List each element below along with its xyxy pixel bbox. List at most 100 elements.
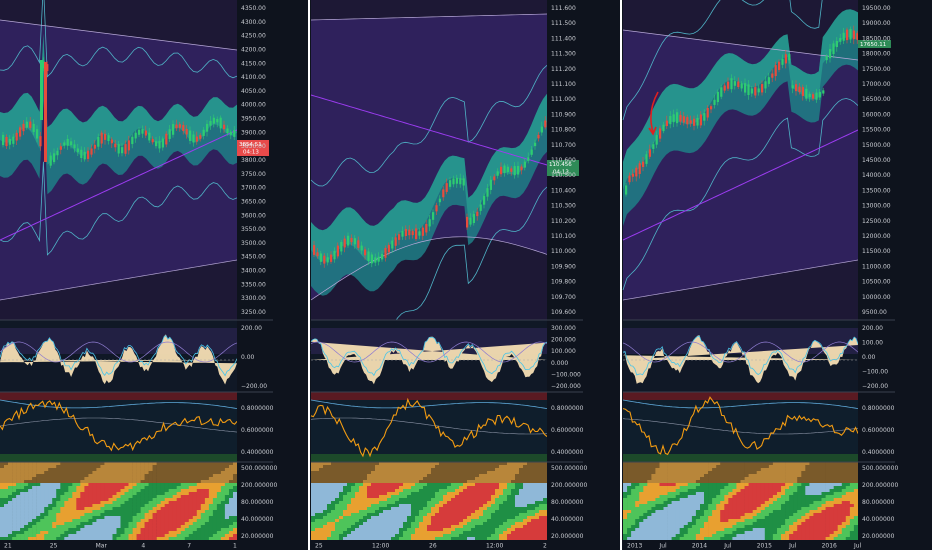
- heatmap-cell: [687, 486, 693, 490]
- heatmap-cell: [724, 522, 729, 526]
- heatmap-cell: [335, 501, 340, 505]
- heatmap-cell: [208, 492, 214, 496]
- outer-envelope-top: [310, 13, 548, 21]
- heatmap-cell: [44, 528, 49, 532]
- price-axis[interactable]: [237, 0, 273, 540]
- heatmap-cell: [439, 513, 444, 517]
- candle: [340, 241, 343, 252]
- heatmap-cell: [663, 513, 668, 517]
- heatmap-cell: [192, 531, 198, 535]
- heatmap-cell: [68, 480, 73, 484]
- chart-panel-3[interactable]: [622, 0, 895, 550]
- heatmap-cell: [760, 489, 766, 493]
- heatmap-cell: [720, 489, 725, 493]
- heatmap-cell: [809, 513, 814, 517]
- heatmap-cell: [419, 525, 424, 529]
- heatmap-cell: [403, 522, 408, 526]
- heatmap-cell: [28, 507, 33, 511]
- heatmap-cell: [655, 465, 660, 469]
- arrow-annotation[interactable]: [650, 91, 659, 133]
- heatmap-cell: [483, 531, 488, 535]
- heatmap-cell: [36, 504, 41, 508]
- heatmap-cell: [367, 537, 372, 541]
- heatmap-cell: [144, 531, 149, 535]
- heatmap-cell: [164, 495, 169, 499]
- candle: [350, 237, 353, 243]
- heatmap-cell: [515, 462, 520, 466]
- time-axis[interactable]: [0, 540, 273, 550]
- heatmap-cell: [168, 480, 173, 484]
- heatmap-cell: [108, 465, 113, 469]
- heatmap-cell: [635, 492, 640, 496]
- heatmap-cell: [487, 471, 492, 475]
- heatmap-cell: [724, 516, 729, 520]
- heatmap-cell: [379, 534, 384, 538]
- heatmap-cell: [845, 519, 851, 523]
- heatmap-cell: [375, 498, 380, 502]
- heatmap-cell: [343, 480, 348, 484]
- heatmap-cell: [60, 495, 65, 499]
- heatmap-cell: [311, 480, 316, 484]
- heatmap-cell: [543, 519, 548, 523]
- trend-cloud-upper: [623, 9, 858, 190]
- heatmap-cell: [112, 528, 117, 532]
- heatmap-cell: [809, 489, 814, 493]
- heatmap-cell: [184, 471, 190, 475]
- heatmap-cell: [204, 504, 210, 508]
- heatmap-cell: [84, 480, 89, 484]
- heatmap-cell: [8, 522, 13, 526]
- heatmap-cell: [635, 477, 640, 481]
- heatmap-cell: [84, 492, 89, 496]
- heatmap-cell: [180, 468, 186, 472]
- heatmap-cell: [623, 468, 628, 472]
- candle: [110, 139, 113, 144]
- heatmap-cell: [768, 489, 774, 493]
- heatmap-cell: [229, 468, 234, 472]
- heatmap-cell: [379, 495, 384, 499]
- heatmap-cell: [667, 528, 672, 532]
- candle: [754, 87, 757, 96]
- heatmap-cell: [196, 534, 202, 538]
- chart-panel-2[interactable]: [310, 0, 583, 550]
- heatmap-cell: [435, 531, 440, 535]
- heatmap-cell: [671, 483, 676, 487]
- overbought-zone: [311, 392, 547, 400]
- candle: [635, 167, 638, 177]
- heatmap-cell: [148, 525, 153, 529]
- heatmap-cell: [403, 465, 408, 469]
- candle: [659, 128, 662, 139]
- heatmap-cell: [515, 534, 520, 538]
- heatmap-cell: [212, 528, 218, 532]
- heatmap-cell: [447, 480, 452, 484]
- heatmap-cell: [455, 507, 460, 511]
- heatmap-cell: [704, 501, 709, 505]
- heatmap-cell: [140, 468, 145, 472]
- heatmap-cell: [841, 474, 847, 478]
- heatmap-cell: [104, 501, 109, 505]
- heatmap-cell: [168, 507, 173, 511]
- heatmap-cell: [80, 528, 85, 532]
- price-axis[interactable]: [547, 0, 583, 540]
- heatmap-cell: [355, 465, 360, 469]
- heatmap-cell: [315, 480, 320, 484]
- heatmap-cell: [801, 477, 806, 481]
- heatmap-cell: [507, 498, 512, 502]
- time-axis[interactable]: [311, 540, 583, 550]
- heatmap-cell: [407, 510, 412, 514]
- heatmap-cell: [172, 516, 177, 520]
- heatmap-cell: [695, 498, 701, 502]
- heatmap-cell: [845, 465, 851, 469]
- heatmap-cell: [744, 501, 749, 505]
- heatmap-cell: [740, 465, 745, 469]
- heatmap-cell: [44, 513, 49, 517]
- heatmap-cell: [431, 507, 436, 511]
- heatmap-cell: [740, 519, 745, 523]
- heatmap-cell: [12, 480, 17, 484]
- chart-panel-1[interactable]: [0, 0, 273, 550]
- heatmap-cell: [224, 507, 230, 511]
- heatmap-cell: [319, 507, 324, 511]
- heatmap-cell: [4, 474, 9, 478]
- heatmap-cell: [675, 501, 681, 505]
- heatmap-cell: [319, 471, 324, 475]
- heatmap-cell: [80, 501, 85, 505]
